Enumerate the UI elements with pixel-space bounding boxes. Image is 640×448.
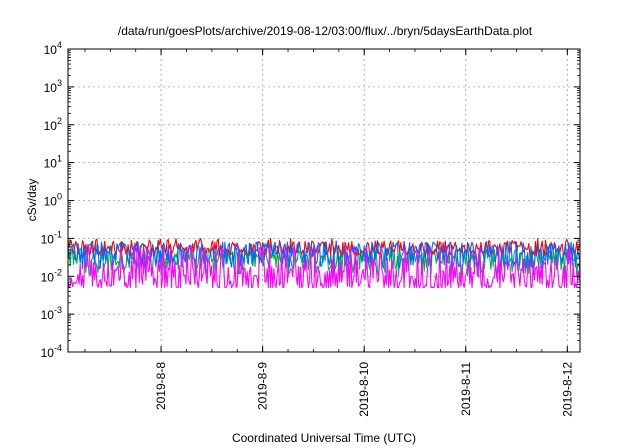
- grid-lines: [68, 49, 580, 352]
- y-tick-base: 10: [44, 119, 58, 133]
- x-axis-label: Coordinated Universal Time (UTC): [232, 431, 416, 445]
- y-tick-label: 10-2: [41, 267, 62, 284]
- y-tick-exponent: -3: [54, 305, 62, 315]
- x-tick-label: 2019-8-10: [357, 362, 371, 417]
- y-tick-exponent: 2: [57, 116, 62, 126]
- y-tick-label: 103: [44, 78, 62, 95]
- series-group: [67, 237, 581, 289]
- y-tick-base: 10: [41, 308, 55, 322]
- y-tick-base: 10: [44, 195, 58, 209]
- y-tick-exponent: 4: [57, 40, 62, 50]
- x-tick-label: 2019-8-12: [560, 362, 574, 417]
- y-tick-label: 101: [44, 154, 62, 171]
- y-tick-exponent: 1: [57, 154, 62, 164]
- y-tick-exponent: -1: [54, 229, 62, 239]
- x-tick-label: 2019-8-9: [256, 362, 270, 410]
- x-axis: 2019-8-8 2019-8-9 2019-8-10 2019-8-11 2019-8…: [84, 49, 574, 417]
- y-tick-label: 10-3: [41, 305, 62, 322]
- y-tick-base: 10: [41, 270, 55, 284]
- y-axis-label: cSv/day: [25, 179, 39, 222]
- y-tick-base: 10: [41, 346, 55, 360]
- y-tick-label: 10-1: [41, 229, 62, 246]
- y-tick-label: 100: [44, 192, 62, 209]
- x-tick-label: 2019-8-11: [459, 362, 473, 416]
- y-tick-label: 104: [44, 40, 62, 57]
- series-line: [67, 245, 581, 289]
- series-line: [67, 249, 581, 277]
- x-tick-label: 2019-8-8: [154, 362, 168, 410]
- y-tick-base: 10: [41, 232, 55, 246]
- y-tick-base: 10: [44, 81, 58, 95]
- y-tick-exponent: -2: [54, 267, 62, 277]
- y-tick-exponent: 3: [57, 78, 62, 88]
- y-tick-base: 10: [44, 157, 58, 171]
- series-line: [67, 241, 581, 270]
- y-tick-exponent: -4: [54, 343, 62, 353]
- chart-title: /data/run/goesPlots/archive/2019-08-12/0…: [118, 24, 533, 38]
- y-tick-exponent: 0: [57, 192, 62, 202]
- y-tick-base: 10: [44, 43, 58, 57]
- y-tick-label: 10-4: [41, 343, 62, 360]
- y-tick-label: 102: [44, 116, 62, 133]
